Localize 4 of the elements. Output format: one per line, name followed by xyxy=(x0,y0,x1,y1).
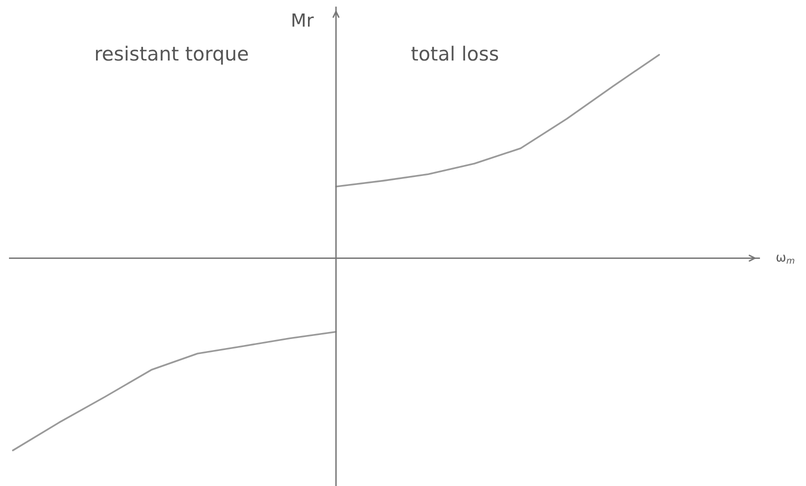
text: ω$_{m}$ xyxy=(776,254,794,264)
annotation: resistant torque xyxy=(96,46,248,65)
y-axis-title: Mr xyxy=(292,13,314,27)
annotation: total loss xyxy=(411,46,498,61)
